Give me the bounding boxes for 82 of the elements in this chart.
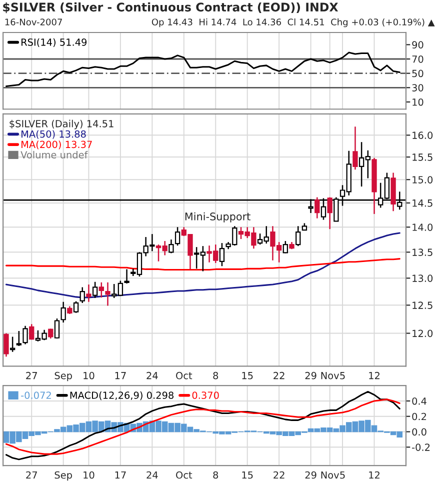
- y-tick-label: 14.5: [412, 200, 432, 207]
- x-tick-label: 17: [115, 471, 126, 479]
- y-tick-label: -0.2: [412, 444, 430, 451]
- y-tick-label: 15.5: [412, 154, 432, 161]
- candlestick: [22, 325, 28, 345]
- y-tick-label: 90: [412, 41, 424, 48]
- text: Op 14.43 Hi 14.74 Lo 14.36 Cl 14.51 Chg +0.03 (+0.19%) ▲: [152, 18, 435, 28]
- y-tick-label: 50: [412, 70, 424, 78]
- candlestick: [282, 240, 288, 254]
- x-tick-label: Oct: [176, 471, 192, 479]
- x-tick-label: 24: [146, 372, 158, 380]
- x-tick-label: 10: [84, 471, 94, 479]
- x-tick-label: 15: [242, 471, 253, 479]
- legend-label: RSI(14) 51.49: [22, 38, 87, 47]
- x-tick-label: 29: [305, 372, 316, 380]
- y-tick-label: 10: [412, 98, 424, 106]
- legend-label: MA(50) 13.88: [22, 130, 86, 139]
- candlestick: [327, 196, 332, 230]
- x-tick-label: 22: [274, 372, 284, 380]
- y-tick-label: 16.0: [412, 132, 433, 139]
- x-tick-label: 15: [242, 372, 253, 380]
- y-tick-label: 13.5: [412, 248, 432, 256]
- x-tick-label: 5: [340, 372, 345, 380]
- candlestick: [29, 324, 34, 340]
- legend-title: $SILVER (Daily) 14.51: [10, 120, 114, 130]
- candlestick: [73, 300, 79, 314]
- x-tick-label: 8: [213, 372, 218, 380]
- y-tick-label: 15.0: [412, 176, 433, 184]
- y-tick-label: 30: [412, 84, 424, 92]
- x-tick-label: Nov: [321, 471, 340, 479]
- x-tick-label: 12: [369, 372, 380, 380]
- legend-label: 0.370: [192, 392, 219, 399]
- y-tick-label: 14.0: [412, 224, 433, 231]
- candlestick: [314, 196, 320, 219]
- y-tick-label: 12.5: [412, 302, 432, 309]
- x-tick-label: 29: [305, 471, 316, 479]
- x-tick-label: Sep: [54, 471, 72, 481]
- candlestick: [92, 281, 98, 299]
- y-tick-label: 0.4: [412, 397, 426, 405]
- x-tick-label: Sep: [54, 372, 72, 382]
- candlestick: [4, 332, 9, 358]
- candlestick: [16, 330, 22, 347]
- candlestick: [105, 282, 110, 306]
- y-tick-label: 0.0: [412, 428, 426, 436]
- line-series: [5, 398, 400, 455]
- candlestick: [48, 328, 54, 340]
- candlestick: [296, 226, 301, 247]
- candlestick: [168, 238, 174, 254]
- candlestick: [124, 268, 130, 284]
- candlestick: [10, 336, 16, 353]
- line-series: [5, 390, 400, 460]
- x-tick-label: 5: [340, 471, 345, 479]
- candlestick: [352, 126, 358, 170]
- x-tick-label: 8: [213, 471, 218, 479]
- chart-title: $SILVER (Silver - Continuous Contract (EOD)) INDX: [3, 2, 338, 14]
- candlestick: [174, 226, 180, 246]
- y-tick-label: 13.0: [412, 274, 433, 282]
- x-tick-label: 12: [369, 471, 380, 479]
- candlestick: [219, 242, 225, 267]
- candlestick: [54, 318, 60, 340]
- x-tick-label: 17: [115, 372, 126, 380]
- x-tick-label: 10: [84, 372, 94, 380]
- annotation: Volume undef: [20, 150, 88, 158]
- x-tick-label: 27: [26, 372, 37, 380]
- candlestick: [98, 282, 104, 298]
- x-tick-label: Nov: [321, 372, 340, 380]
- x-tick-label: 27: [26, 471, 37, 479]
- candlestick: [60, 301, 66, 324]
- candlestick: [80, 286, 85, 304]
- legend-label: MA(200) 13.37: [22, 140, 92, 150]
- x-tick-label: 24: [146, 471, 158, 479]
- legend-label: -0.072: [21, 392, 51, 399]
- y-tick-label: 0.2: [412, 412, 426, 420]
- x-tick-label: 22: [274, 471, 284, 479]
- x-tick-label: Oct: [176, 372, 192, 380]
- y-tick-label: 12.0: [412, 330, 433, 338]
- y-tick-label: 70: [412, 55, 424, 63]
- line-series: [5, 52, 400, 87]
- annotation: Mini-Support: [185, 212, 250, 222]
- legend-label: MACD(12,26,9) 0.298: [70, 391, 174, 400]
- candlestick: [86, 284, 92, 302]
- chart-subtitle: 16-Nov-2007: [5, 18, 62, 26]
